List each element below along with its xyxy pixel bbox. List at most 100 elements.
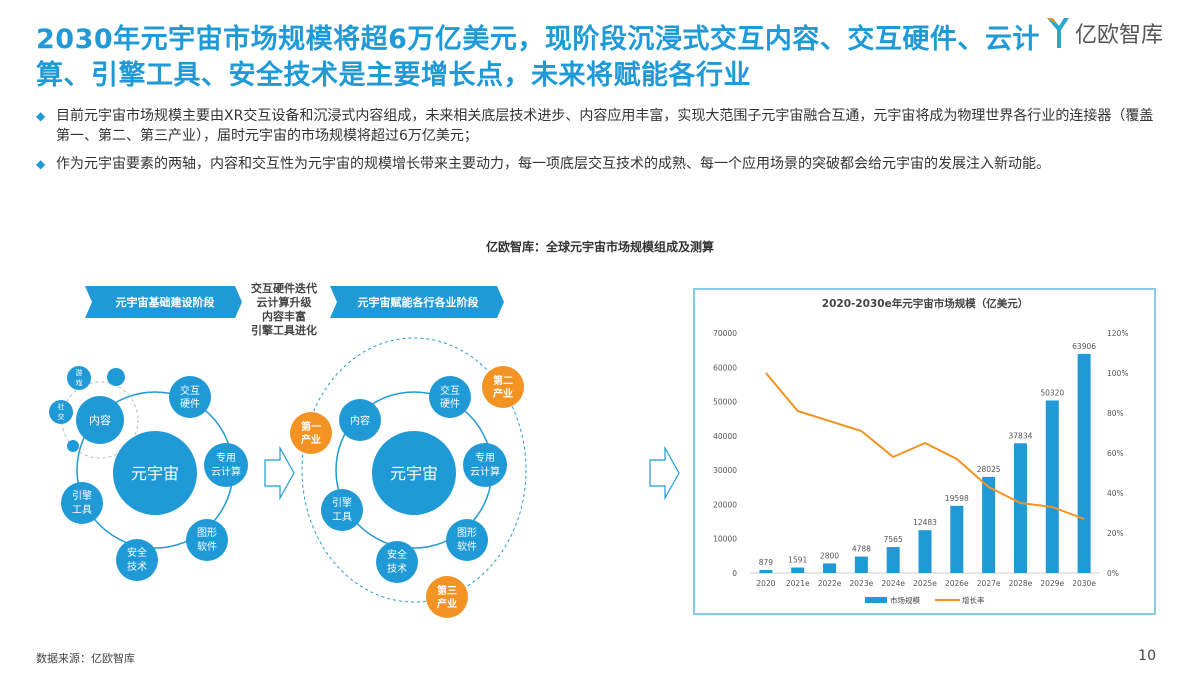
x-tick-label: 2027e [977, 579, 1001, 588]
hollow-arrow-icon [649, 445, 680, 501]
node-content [339, 399, 381, 441]
figure-caption: 亿欧智库：全球元宇宙市场规模组成及测算 [485, 240, 714, 254]
node-social [49, 400, 73, 424]
y2-tick-label: 80% [1107, 409, 1124, 418]
node-label: 技术 [387, 562, 407, 575]
y-tick-label: 0 [732, 569, 737, 578]
x-tick-label: 2028e [1009, 579, 1033, 588]
node-label: 工具 [72, 504, 92, 516]
bullet-text: 目前元宇宙市场规模主要由XR交互设备和沉浸式内容组成，未来相关底层技术进步、内容… [56, 108, 1154, 144]
dot [67, 440, 79, 452]
bar [1077, 353, 1091, 573]
bar-value-label: 1591 [788, 556, 807, 565]
center-label: 元宇宙 [390, 464, 438, 483]
node-security [116, 539, 158, 581]
node-label: 技术 [127, 560, 147, 573]
node-label: 硬件 [180, 398, 200, 410]
y-tick-label: 70000 [713, 329, 737, 338]
hollow-arrow-icon [264, 445, 295, 501]
x-tick-label: 2020 [756, 579, 775, 588]
bar [1013, 443, 1027, 573]
y-tick-label: 40000 [713, 432, 737, 441]
center-label: 元宇宙 [131, 464, 179, 483]
y-tick-label: 60000 [713, 363, 737, 372]
node-label: 软件 [457, 540, 477, 553]
bar-value-label: 879 [759, 558, 774, 567]
y-tick-label: 30000 [713, 466, 737, 475]
node-label: 专用 [475, 451, 495, 464]
y2-tick-label: 120% [1107, 329, 1128, 338]
metaverse-diagram: 元宇宙基础建设阶段 元宇宙赋能各行各业阶段 交互硬件迭代 云计算升级 内容丰富 … [49, 281, 680, 618]
chart-title: 2020-2030e年元宇宙市场规模（亿美元） [822, 297, 1028, 310]
y2-tick-label: 40% [1107, 489, 1124, 498]
node-label: 交 [58, 412, 65, 421]
bar-value-label: 19598 [945, 494, 969, 503]
node-label: 云计算 [470, 465, 500, 478]
industry-secondary [482, 366, 524, 408]
node-engine [321, 489, 363, 531]
page-number: 10 [1138, 648, 1156, 664]
y-tick-label: 10000 [713, 535, 737, 544]
node-label: 工具 [332, 511, 352, 523]
bar-value-label: 28025 [977, 465, 1001, 474]
bar-value-label: 2800 [820, 551, 839, 560]
bullet-list: ◆ 目前元宇宙市场规模主要由XR交互设备和沉浸式内容组成，未来相关底层技术进步、内… [36, 106, 1166, 182]
legend-swatch-bar [865, 597, 887, 603]
dot [107, 368, 125, 386]
industry-tertiary [426, 576, 468, 618]
chart-svg: 2020-2030e年元宇宙市场规模（亿美元） 0 10000 20000 30000… [713, 297, 1128, 605]
bar [982, 476, 996, 573]
diamond-icon: ◆ [36, 109, 46, 123]
node-graphics [446, 519, 488, 561]
stage2-label: 元宇宙赋能各行各业阶段 [358, 295, 479, 309]
bar [1045, 400, 1059, 573]
driver-text: 内容丰富 [262, 309, 306, 323]
x-tick-label: 2030e [1072, 579, 1096, 588]
node-label: 内容 [350, 414, 370, 427]
diamond-icon: ◆ [36, 157, 46, 171]
industry-label: 第一 [301, 420, 321, 433]
node-label: 引擎 [72, 489, 92, 502]
bar-value-label: 4788 [852, 545, 871, 554]
node-hardware [429, 376, 471, 418]
page-title: 2030年元宇宙市场规模将超6万亿美元，现阶段沉浸式交互内容、交互硬件、云计算、… [36, 24, 1040, 91]
stage2-banner [330, 286, 504, 318]
node-game [67, 366, 91, 390]
bar [791, 567, 805, 573]
industry-label: 第二 [493, 374, 513, 387]
bar-value-label: 50320 [1040, 388, 1064, 397]
right-cluster: 元宇宙 内容 交互 硬件 专用 云计算 图形 软件 安全 技术 引擎 工具 第一… [290, 337, 527, 618]
industry-label: 产业 [301, 433, 321, 446]
industry-label: 第三 [437, 584, 457, 597]
node-label: 硬件 [440, 398, 460, 410]
legend-label: 市场规模 [890, 595, 920, 605]
x-tick-label: 2023e [850, 579, 874, 588]
bar [823, 563, 837, 573]
driver-text: 引擎工具进化 [251, 323, 317, 337]
node-engine [61, 482, 103, 524]
node-label: 安全 [127, 546, 147, 559]
market-size-chart: 2020-2030e年元宇宙市场规模（亿美元） 0 10000 20000 30000… [693, 288, 1156, 615]
bar [950, 505, 964, 573]
node-label: 社 [58, 402, 65, 411]
node-hardware [169, 376, 211, 418]
y2-tick-label: 0% [1107, 569, 1119, 578]
logo: 亿欧智库 [1045, 16, 1163, 50]
bullet-item: ◆ 目前元宇宙市场规模主要由XR交互设备和沉浸式内容组成，未来相关底层技术进步、内… [36, 106, 1166, 146]
x-tick-label: 2029e [1040, 579, 1064, 588]
y-tick-label: 20000 [713, 500, 737, 509]
node-cloud [463, 443, 507, 487]
node-label: 引擎 [332, 496, 352, 509]
node-label: 交互 [180, 384, 200, 397]
bar [854, 556, 868, 573]
node-label: 游 [76, 368, 83, 377]
center-node [113, 431, 197, 515]
node-label: 内容 [89, 413, 111, 427]
stage1-label: 元宇宙基础建设阶段 [116, 295, 215, 309]
node-label: 交互 [440, 384, 460, 397]
node-label: 软件 [197, 540, 217, 553]
node-label: 戏 [76, 378, 83, 387]
bar-value-label: 37834 [1009, 431, 1033, 440]
driver-text: 交互硬件迭代 [251, 281, 317, 295]
industry-label: 产业 [493, 387, 513, 400]
